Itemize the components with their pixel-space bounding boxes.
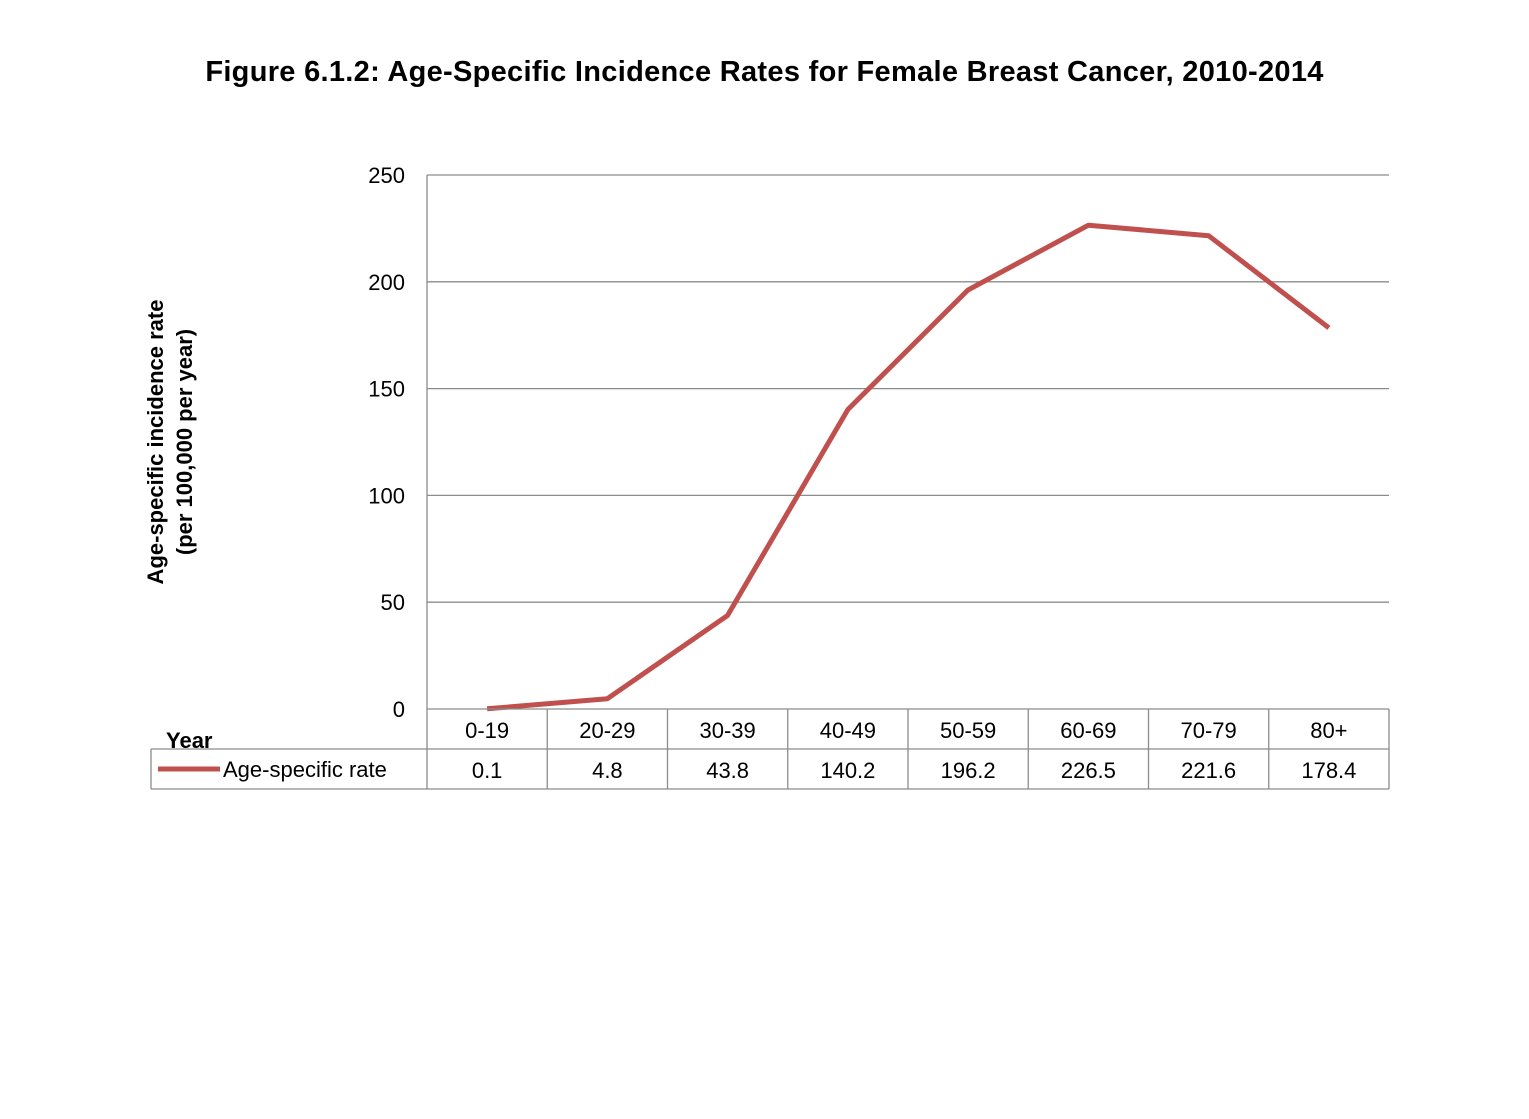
y-tick-label: 100 [368, 483, 405, 508]
y-axis-label: Age-specific incidence rate [143, 300, 168, 585]
data-label: 0.1 [472, 758, 503, 783]
x-tick-label: 0-19 [465, 718, 509, 743]
y-axis-sublabel: (per 100,000 per year) [172, 329, 197, 555]
y-tick-label: 200 [368, 270, 405, 295]
y-tick-label: 50 [381, 590, 405, 615]
data-label: 221.6 [1181, 758, 1236, 783]
data-label: 140.2 [820, 758, 875, 783]
x-tick-label: 70-79 [1180, 718, 1236, 743]
data-label: 226.5 [1061, 758, 1116, 783]
data-label: 196.2 [941, 758, 996, 783]
y-axis-title: Age-specific incidence rate (per 100,000… [143, 300, 197, 585]
data-label: 43.8 [706, 758, 749, 783]
x-tick-label: 40-49 [820, 718, 876, 743]
chart-title: Figure 6.1.2: Age-Specific Incidence Rat… [205, 56, 1324, 88]
series-layer [486, 222, 1331, 712]
gridlines [427, 174, 1389, 603]
y-tick-label: 150 [368, 377, 405, 402]
x-tick-label: 80+ [1310, 718, 1347, 743]
y-tick-label: 250 [368, 163, 405, 188]
x-tick-label: 60-69 [1060, 718, 1116, 743]
series-line-age-specific-rate [486, 222, 1331, 712]
legend-series-name: Age-specific rate [223, 757, 387, 782]
y-tick-label: 0 [393, 697, 405, 722]
x-tick-label: 20-29 [579, 718, 635, 743]
data-label: 4.8 [592, 758, 623, 783]
x-tick-label: 50-59 [940, 718, 996, 743]
y-axis: 0 50 100 150 200 250 [368, 163, 428, 722]
x-tick-label: 30-39 [699, 718, 755, 743]
data-label: 178.4 [1301, 758, 1356, 783]
data-table: Year Age-specific rate 0-190.120-294.830… [150, 708, 1390, 790]
